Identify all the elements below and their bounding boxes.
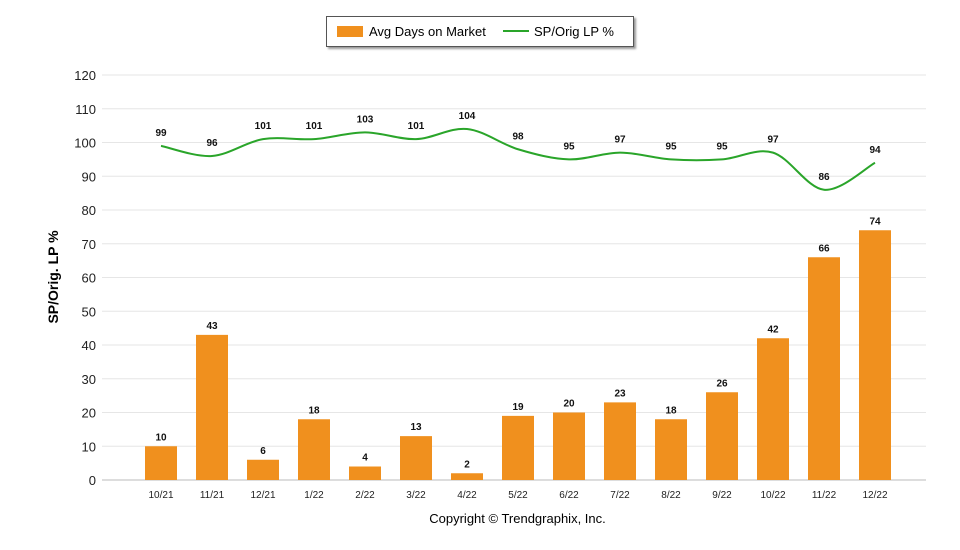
y-tick-label: 60 [82, 271, 96, 286]
x-tick-label: 9/22 [712, 490, 732, 501]
y-tick-label: 0 [89, 473, 96, 488]
bar [451, 473, 483, 480]
line-data-labels: 99 96 101 101 103 101 104 98 95 97 95 95 97 86 94 [155, 111, 881, 183]
y-axis-label: SP/Orig. LP % [45, 230, 61, 324]
bar-value-label: 13 [410, 422, 422, 433]
x-tick-label: 6/22 [559, 490, 579, 501]
bar [553, 412, 585, 480]
bar [604, 402, 636, 480]
x-tick-label: 8/22 [661, 490, 681, 501]
bar-value-label: 42 [767, 324, 779, 335]
bar-value-label: 20 [563, 399, 575, 410]
bar-value-label: 26 [716, 378, 728, 389]
bar [655, 419, 687, 480]
y-tick-label: 40 [82, 338, 96, 353]
line-value-label: 86 [818, 172, 830, 183]
y-tick-label: 80 [82, 203, 96, 218]
y-tick-label: 30 [82, 372, 96, 387]
bar-value-label: 43 [206, 321, 218, 332]
x-tick-label: 4/22 [457, 490, 477, 501]
y-tick-label: 10 [82, 439, 96, 454]
line-series [160, 127, 876, 191]
legend-label-sp-orig-lp: SP/Orig LP % [534, 24, 614, 39]
bar-value-label: 4 [362, 453, 368, 464]
bar-value-label: 19 [512, 402, 524, 413]
bar-data-labels: 10 43 6 18 4 13 2 19 20 23 18 26 42 66 74 [155, 216, 881, 470]
line-value-label: 97 [614, 135, 626, 146]
bar-value-label: 10 [155, 432, 167, 443]
x-tick-label: 5/22 [508, 490, 528, 501]
copyright-footer: Copyright © Trendgraphix, Inc. [429, 511, 606, 526]
bar [808, 257, 840, 480]
x-tick-label: 12/22 [862, 490, 887, 501]
x-tick-label: 12/21 [250, 490, 275, 501]
bar [706, 392, 738, 480]
y-tick-label: 70 [82, 237, 96, 252]
y-tick-label: 100 [74, 136, 96, 151]
bar [298, 419, 330, 480]
grid-lines [102, 74, 926, 481]
bar [145, 446, 177, 480]
line-value-label: 101 [255, 121, 272, 132]
bar-value-label: 18 [308, 405, 320, 416]
y-tick-label: 90 [82, 169, 96, 184]
bar-value-label: 23 [614, 388, 626, 399]
x-tick-label: 11/21 [200, 490, 225, 501]
line-value-label: 101 [408, 121, 425, 132]
x-tick-label: 2/22 [355, 490, 375, 501]
bar-series [145, 230, 891, 480]
line-value-label: 95 [563, 141, 575, 152]
line-value-label: 97 [767, 135, 779, 146]
bar [502, 415, 534, 480]
y-axis-ticks: 0 10 20 30 40 50 60 70 80 90 100 110 120 [74, 68, 96, 488]
bar [196, 334, 228, 480]
x-tick-label: 11/22 [812, 490, 837, 501]
x-tick-label: 7/22 [610, 490, 630, 501]
x-tick-label: 10/21 [148, 490, 173, 501]
bar [349, 466, 381, 480]
line-value-label: 104 [459, 111, 476, 122]
bar [247, 459, 279, 480]
legend-bar-swatch [337, 26, 363, 37]
x-tick-label: 3/22 [406, 490, 426, 501]
line-value-label: 99 [155, 128, 167, 139]
bar-value-label: 74 [869, 216, 881, 227]
bar [400, 436, 432, 480]
y-tick-label: 120 [74, 68, 96, 83]
line-value-label: 94 [869, 145, 881, 156]
bar-value-label: 2 [464, 459, 470, 470]
line-value-label: 101 [306, 121, 323, 132]
legend-label-days-on-market: Avg Days on Market [369, 24, 486, 39]
y-tick-label: 110 [75, 102, 96, 117]
legend-line-swatch [503, 30, 529, 32]
bar-value-label: 66 [818, 243, 830, 254]
chart-legend: Avg Days on Market SP/Orig LP % [326, 16, 634, 47]
y-tick-label: 50 [82, 304, 96, 319]
x-tick-label: 1/22 [304, 490, 324, 501]
x-tick-label: 10/22 [760, 490, 785, 501]
bar-value-label: 6 [260, 446, 266, 457]
x-axis-ticks: 10/21 11/21 12/21 1/22 2/22 3/22 4/22 5/22 6/22 7… [148, 490, 887, 501]
bar [859, 230, 891, 480]
line-value-label: 95 [665, 141, 677, 152]
line-value-label: 98 [512, 131, 524, 142]
line-value-label: 95 [716, 141, 728, 152]
line-value-label: 96 [206, 138, 218, 149]
line-value-label: 103 [357, 114, 374, 125]
y-tick-label: 20 [82, 406, 96, 421]
bar [757, 338, 789, 480]
bar-value-label: 18 [665, 405, 677, 416]
